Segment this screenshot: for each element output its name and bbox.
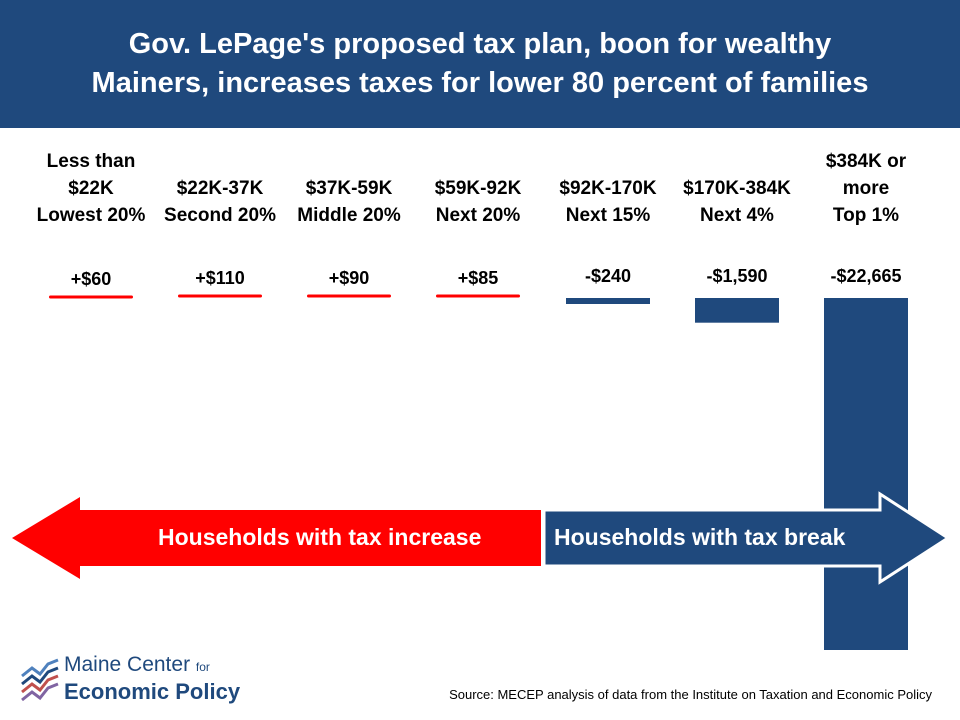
bar [307,294,391,298]
category-label: $59K-92K Next 20% [414,175,542,229]
category-label-line: $92K-170K [559,178,657,199]
chart-title-line-2: Mainers, increases taxes for lower 80 pe… [91,67,869,99]
data-label: +$110 [195,268,245,288]
data-label: +$60 [70,269,112,289]
category-label-line: more [842,178,890,199]
bar [824,298,908,650]
category-label-line: Next 20% [435,205,521,226]
tax-break-label: Households with tax break [554,524,846,550]
logo-line-1: Maine Center for [64,653,210,677]
category-label-line: $37K-59K [305,178,393,199]
category-label-line: Next 15% [565,205,651,226]
logo-mark-icon [21,658,59,702]
category-label-line: Second 20% [164,205,276,226]
category-label: Less than $22K Lowest 20% [27,148,155,229]
category-label-line: Less than [46,151,136,172]
tax-increase-label: Households with tax increase [158,524,482,550]
category-label-line: $22K [68,178,114,199]
logo: Maine Center for Economic Policy [20,652,260,708]
logo-line-1-for: for [195,660,210,674]
category-label: $37K-59K Middle 20% [285,175,413,229]
data-label: -$1,590 [706,266,768,286]
category-label-line: Middle 20% [297,205,401,226]
category-label-line: Top 1% [832,205,900,226]
bar [566,298,650,304]
header-banner: Gov. LePage's proposed tax plan, boon fo… [0,0,960,128]
logo-line-1-main: Maine Center [64,653,191,676]
category-label: $170K-384K Next 4% [673,175,801,229]
category-label: $92K-170K Next 15% [544,175,672,229]
category-label: $22K-37K Second 20% [156,175,284,229]
category-label-line: Next 4% [700,205,774,226]
bar [178,294,262,298]
bar [49,295,133,299]
category-label-line: $59K-92K [434,178,522,199]
logo-line-2: Economic Policy [64,679,241,704]
data-label: +$90 [328,268,370,288]
chart-title-line-1: Gov. LePage's proposed tax plan, boon fo… [128,28,832,60]
source-note: Source: MECEP analysis of data from the … [449,687,932,702]
bar [436,294,520,298]
bar [695,298,779,323]
data-label: +$85 [457,268,499,288]
chart-title: Gov. LePage's proposed tax plan, boon fo… [30,25,930,103]
category-label-line: $170K-384K [683,178,791,199]
category-label-line: $384K or [825,151,907,172]
data-label: -$240 [584,266,632,286]
data-label: -$22,665 [830,266,902,286]
category-label-line: Lowest 20% [36,205,146,226]
category-label: $384K or more Top 1% [802,148,930,229]
category-label-line: $22K-37K [176,178,264,199]
bars-group [49,294,951,650]
